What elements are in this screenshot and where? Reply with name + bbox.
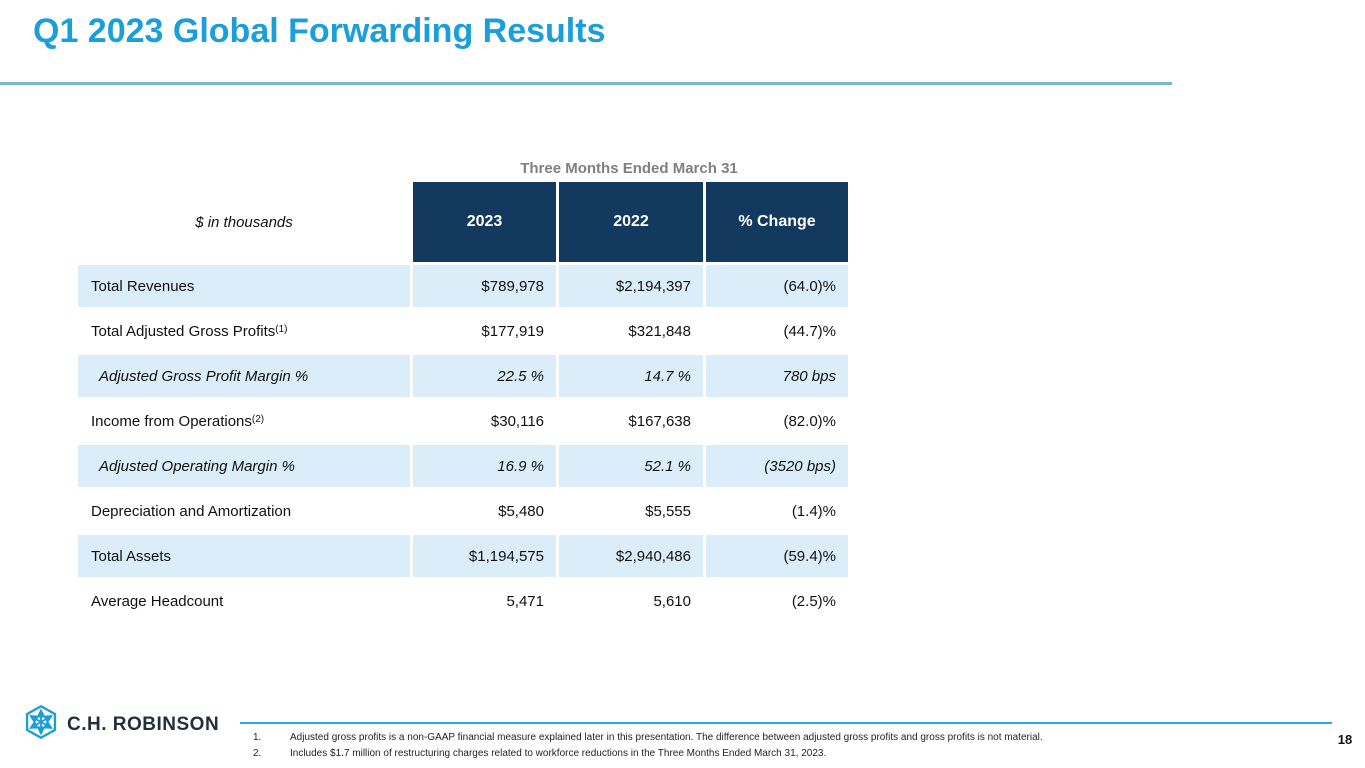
value-2022: 14.7 % [559, 355, 703, 397]
row-label-text: Adjusted Operating Margin % [99, 457, 295, 475]
footnote-number: 2. [253, 748, 262, 759]
table-row: Adjusted Gross Profit Margin % 22.5 % 14… [78, 355, 848, 397]
value-2023: 5,471 [413, 580, 556, 622]
row-label-text: Income from Operations [91, 412, 252, 430]
value-2022: $167,638 [559, 400, 703, 442]
value-pct-change: (59.4)% [706, 535, 848, 577]
value-pct-change: (44.7)% [706, 310, 848, 352]
row-label: Total Assets [78, 535, 410, 577]
row-label-text: Total Assets [91, 547, 172, 565]
value-pct-change: (3520 bps) [706, 445, 848, 487]
table-row: Income from Operations (2) $30,116 $167,6… [78, 400, 848, 442]
table-header-row: $ in thousands 2023 2022 % Change [78, 182, 848, 262]
table-row: Total Adjusted Gross Profits (1) $177,919… [78, 310, 848, 352]
value-2022: $2,940,486 [559, 535, 703, 577]
value-2022: $321,848 [559, 310, 703, 352]
column-header-pct-change: % Change [706, 182, 848, 262]
row-label: Total Adjusted Gross Profits (1) [78, 310, 410, 352]
value-pct-change: 780 bps [706, 355, 848, 397]
row-label-text: Depreciation and Amortization [91, 502, 292, 520]
chrobinson-hexagon-logo-icon [25, 705, 57, 739]
table-row: Total Revenues $789,978 $2,194,397 (64.0… [78, 265, 848, 307]
footnote-2: 2. Includes $1.7 million of restructurin… [253, 746, 1331, 762]
financial-table: Three Months Ended March 31 $ in thousan… [78, 160, 848, 622]
row-label: Average Headcount [78, 580, 410, 622]
row-label: Depreciation and Amortization [78, 490, 410, 532]
footnotes: 1. Adjusted gross profits is a non-GAAP … [253, 730, 1331, 762]
table-span-header: Three Months Ended March 31 [520, 160, 738, 177]
footnote-text: Adjusted gross profits is a non-GAAP fin… [290, 732, 1043, 743]
row-label: Adjusted Gross Profit Margin % [78, 355, 410, 397]
table-row: Total Assets $1,194,575 $2,940,486 (59.4… [78, 535, 848, 577]
value-2023: 16.9 % [413, 445, 556, 487]
value-pct-change: (1.4)% [706, 490, 848, 532]
footnote-number: 1. [253, 732, 262, 743]
footnote-1: 1. Adjusted gross profits is a non-GAAP … [253, 730, 1331, 746]
value-2023: $1,194,575 [413, 535, 556, 577]
value-2023: $5,480 [413, 490, 556, 532]
value-2022: $5,555 [559, 490, 703, 532]
table-row: Adjusted Operating Margin % 16.9 % 52.1 … [78, 445, 848, 487]
value-2023: 22.5 % [413, 355, 556, 397]
column-header-2023: 2023 [413, 182, 556, 262]
column-header-2022: 2022 [559, 182, 703, 262]
value-pct-change: (82.0)% [706, 400, 848, 442]
table-row: Depreciation and Amortization $5,480 $5,… [78, 490, 848, 532]
value-2023: $789,978 [413, 265, 556, 307]
title-underline [0, 82, 1172, 85]
row-label: Income from Operations (2) [78, 400, 410, 442]
value-2023: $30,116 [413, 400, 556, 442]
row-label: Adjusted Operating Margin % [78, 445, 410, 487]
value-2022: $2,194,397 [559, 265, 703, 307]
value-2022: 52.1 % [559, 445, 703, 487]
footnote-divider [240, 722, 1332, 724]
row-label-text: Average Headcount [91, 592, 224, 610]
value-pct-change: (64.0)% [706, 265, 848, 307]
value-pct-change: (2.5)% [706, 580, 848, 622]
row-label-text: Total Adjusted Gross Profits [91, 322, 276, 340]
row-label-text: Total Revenues [91, 277, 195, 295]
footnote-text: Includes $1.7 million of restructuring c… [290, 748, 827, 759]
table-row: Average Headcount 5,471 5,610 (2.5)% [78, 580, 848, 622]
chrobinson-logo-text: C.H. ROBINSON [67, 714, 220, 735]
page-title: Q1 2023 Global Forwarding Results [33, 12, 606, 50]
page-number: 18 [1337, 732, 1353, 747]
row-label: Total Revenues [78, 265, 410, 307]
value-2022: 5,610 [559, 580, 703, 622]
unit-label: $ in thousands [195, 213, 293, 231]
row-label-text: Adjusted Gross Profit Margin % [99, 367, 309, 385]
value-2023: $177,919 [413, 310, 556, 352]
